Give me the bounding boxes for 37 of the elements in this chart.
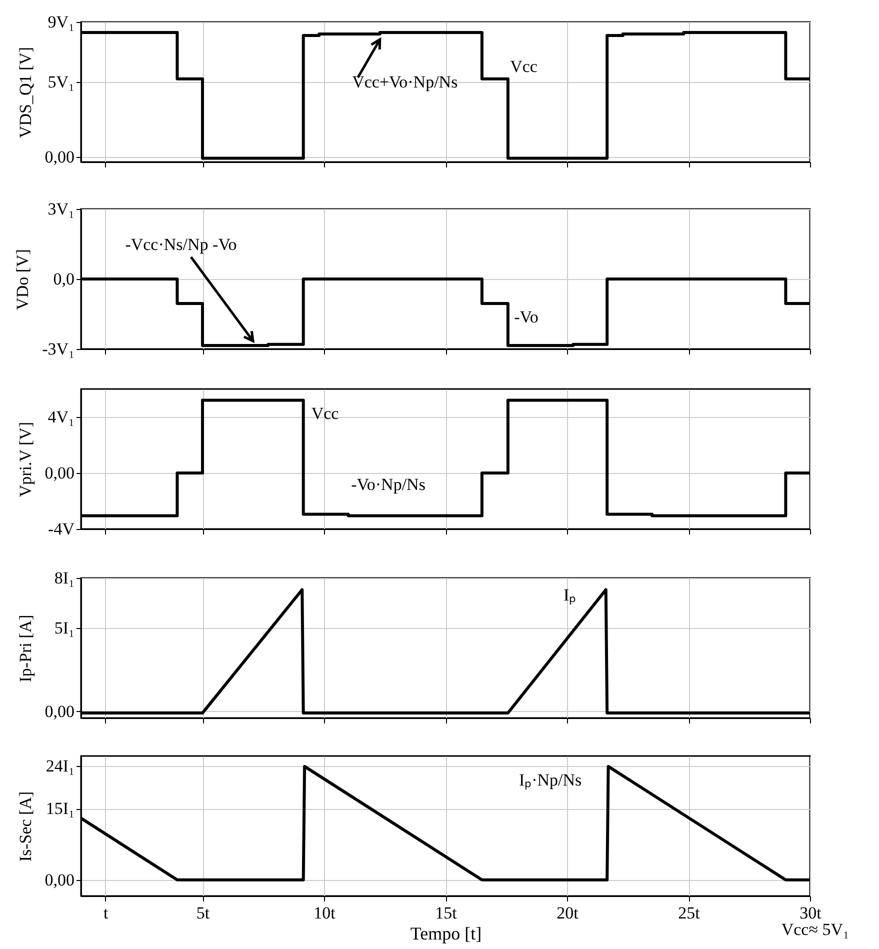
x-axis-title: Tempo [t]	[410, 924, 482, 944]
x-tick-label: 10t	[314, 904, 336, 922]
annotation: -Vo	[514, 308, 538, 326]
y-tick-label: 0,00	[44, 702, 74, 721]
y-tick-label: 0,0	[53, 270, 74, 288]
annotation: Vcc	[311, 404, 340, 424]
y-axis-title: VDo [V]	[13, 249, 32, 310]
y-tick-label: 4V₁	[48, 408, 74, 426]
y-tick-label: 5V₁	[48, 72, 74, 92]
y-tick-label: 5I₁	[54, 618, 74, 638]
y-tick-label: -4V	[48, 520, 76, 538]
annotation: Iₚ	[564, 586, 576, 606]
y-tick-label: 9V₁	[48, 12, 74, 32]
annotation: Vcc+Vo·Np/Ns	[352, 72, 458, 92]
y-axis-title: Ip-Pri [A]	[16, 614, 35, 682]
annotation: -Vo·Np/Ns	[351, 475, 426, 494]
x-tick-label: 30t	[800, 904, 822, 922]
text: Vcc≈ 5V₁	[781, 920, 849, 940]
y-tick-label: 0,00	[44, 147, 74, 166]
x-tick-label: 20t	[556, 904, 579, 922]
annotation: Vcc	[510, 56, 538, 76]
annotation: -Vcc·Ns/Np -Vo	[125, 235, 237, 254]
y-tick-label: 24I₁	[46, 756, 74, 776]
y-tick-label: -3V₁	[42, 340, 74, 358]
y-tick-label: 15I₁	[46, 799, 74, 818]
x-tick-label: 5t	[196, 904, 210, 922]
x-tick-label: t	[103, 904, 108, 922]
y-tick-label: 0,00	[44, 870, 74, 890]
y-axis-title: Is-Sec [A]	[16, 791, 35, 862]
y-tick-label: 0,00	[44, 464, 74, 482]
x-tick-label: 15t	[435, 904, 458, 922]
x-tick-label: 25t	[678, 904, 700, 922]
y-tick-label: 8I₁	[54, 568, 74, 588]
y-axis-title: Vpri.V [V]	[16, 422, 35, 498]
y-axis-title: VDS_Q1 [V]	[16, 46, 35, 138]
annotation: Iₚ·Np/Ns	[518, 770, 582, 790]
y-tick-label: 3V₁	[48, 200, 74, 218]
